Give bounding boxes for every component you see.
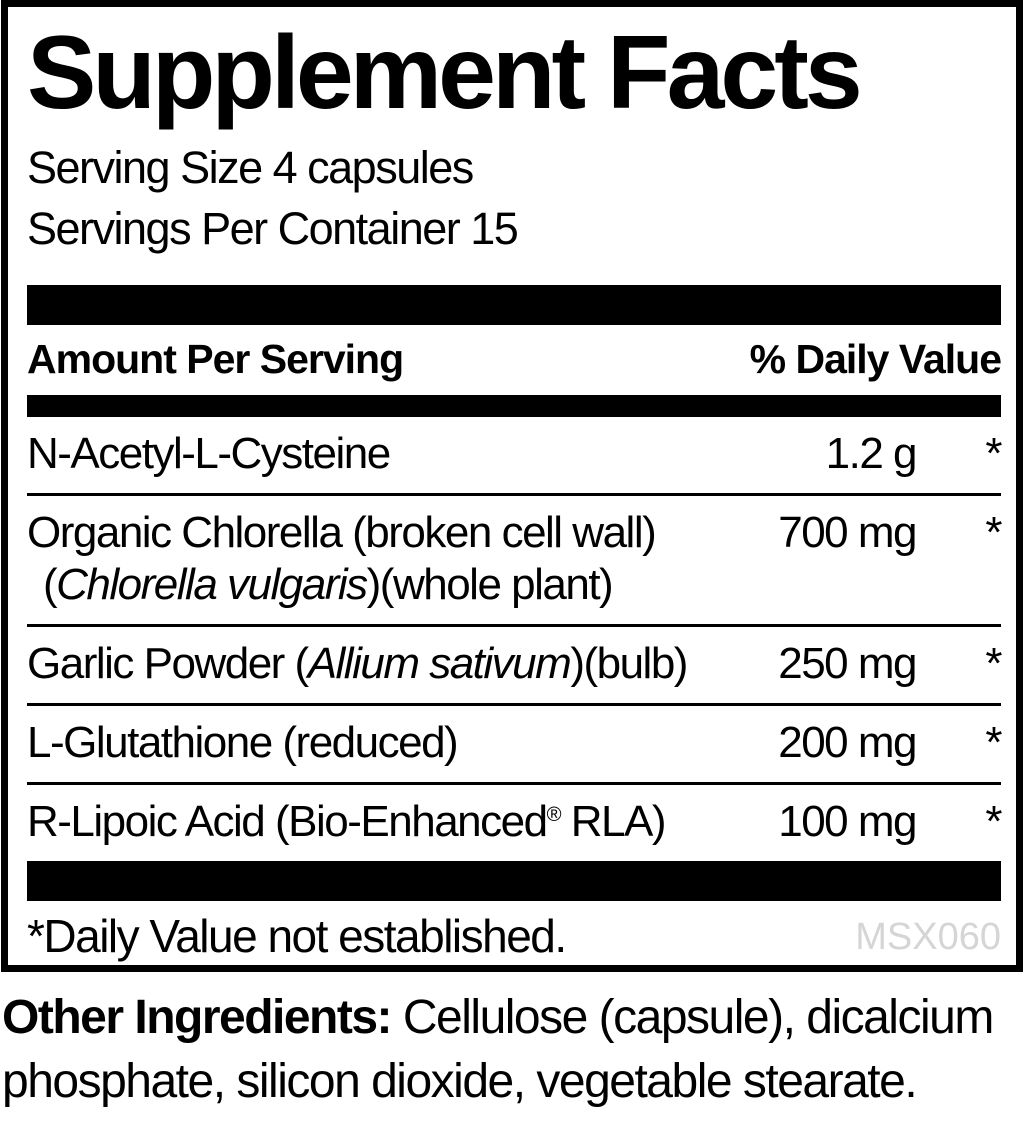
registered-trademark-symbol: ® (546, 804, 562, 827)
daily-value-asterisk: * (985, 508, 1002, 558)
row-separator (27, 781, 1001, 785)
ingredient-amount: 700 mg (778, 508, 917, 558)
other-ingredients: Other Ingredients: Cellulose (capsule), … (2, 986, 1022, 1114)
daily-value-asterisk: * (985, 717, 1002, 767)
ingredient-amount: 250 mg (778, 639, 917, 688)
ingredient-name-text: N-Acetyl-L-Cysteine (27, 429, 391, 479)
servings-per-container: Servings Per Container 15 (27, 203, 519, 255)
daily-value-asterisk: * (985, 639, 1002, 688)
ingredient-name: N-Acetyl-L-Cysteine (27, 428, 726, 480)
serving-info: Serving Size 4 capsules Servings Per Con… (27, 137, 1001, 259)
other-ingredients-text: Cellulose (capsule), dicalcium (391, 991, 994, 1044)
row-separator (27, 624, 1001, 627)
daily-value-footnote: *Daily Value not established. (27, 909, 567, 962)
species-name: Allium sativum (307, 639, 572, 688)
daily-value-header: % Daily Value (749, 336, 1002, 383)
divider-bar-header (27, 395, 1001, 418)
divider-bar-bottom (27, 860, 1001, 901)
other-ingredients-line1: Other Ingredients: Cellulose (capsule), … (2, 986, 1022, 1050)
ingredient-row-nac: N-Acetyl-L-Cysteine 1.2 g * (27, 417, 1003, 493)
other-ingredients-line2: phosphate, silicon dioxide, vegetable st… (2, 1054, 918, 1108)
paren: ( (43, 560, 58, 610)
species-name: Chlorella vulgaris (56, 560, 368, 610)
ingredient-row-rla: R-Lipoic Acid (Bio-Enhanced® RLA) 100 mg… (27, 785, 1003, 861)
panel-title: Supplement Facts (27, 15, 863, 131)
daily-value-asterisk: * (985, 796, 1002, 846)
ingredient-row-chlorella: Organic Chlorella (broken cell wall) (Ch… (27, 496, 1003, 624)
footnote-row: *Daily Value not established. MSX060 (27, 901, 1001, 963)
supplement-facts-panel: Supplement Facts Serving Size 4 capsules… (1, 0, 1023, 972)
ingredient-amount: 1.2 g (825, 429, 918, 479)
serving-size: Serving Size 4 capsules (27, 141, 474, 193)
ingredient-name-text: R-Lipoic Acid (Bio-Enhanced (27, 796, 548, 846)
ingredient-name: R-Lipoic Acid (Bio-Enhanced® RLA) (27, 796, 726, 848)
ingredient-amount: 200 mg (778, 717, 917, 767)
ingredient-name-suffix: RLA) (560, 796, 667, 846)
ingredient-name: L-Glutathione (reduced) (27, 717, 726, 769)
divider-bar-top (27, 285, 1001, 326)
ingredient-name-line1: Organic Chlorella (broken cell wall) (27, 507, 726, 559)
ingredient-amount: 100 mg (778, 796, 917, 846)
ingredient-name: Organic Chlorella (broken cell wall) (Ch… (27, 507, 726, 611)
ingredient-name-text: Garlic Powder ( (27, 639, 309, 688)
ingredient-row-glutathione: L-Glutathione (reduced) 200 mg * (27, 706, 1003, 782)
plant-part: )(bulb) (570, 639, 688, 688)
row-separator (27, 702, 1001, 706)
product-code: MSX060 (855, 915, 1001, 958)
daily-value-asterisk: * (985, 429, 1002, 479)
amount-per-serving-header: Amount Per Serving (27, 336, 404, 383)
ingredient-name-text: Organic Chlorella (broken cell wall) (27, 508, 657, 558)
ingredient-name-text: L-Glutathione (reduced) (27, 717, 459, 767)
ingredient-row-garlic: Garlic Powder (Allium sativum)(bulb) 250… (27, 627, 1003, 703)
ingredient-name-line2: (Chlorella vulgaris)(whole plant) (27, 559, 726, 611)
plant-part: )(whole plant) (366, 560, 614, 610)
ingredient-name: Garlic Powder (Allium sativum)(bulb) (27, 638, 726, 690)
table-header-row: Amount Per Serving % Daily Value (27, 325, 1002, 395)
row-separator (27, 493, 1001, 497)
other-ingredients-label: Other Ingredients: (2, 991, 393, 1044)
